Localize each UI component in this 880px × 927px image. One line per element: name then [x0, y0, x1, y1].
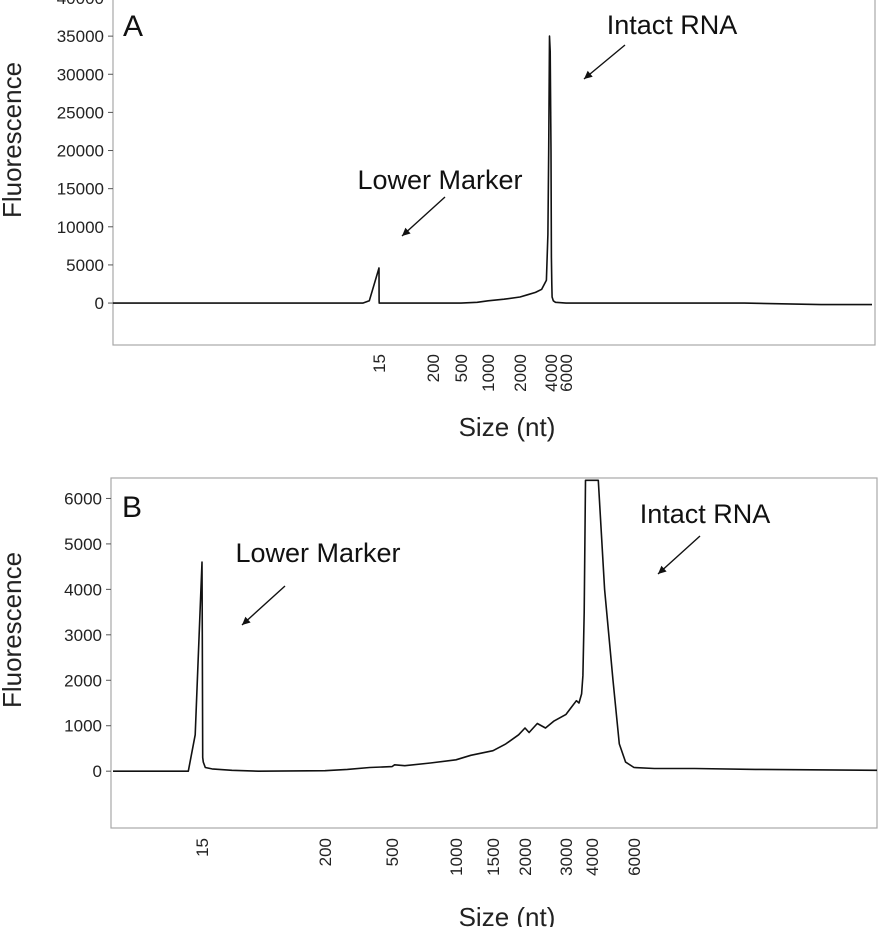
intact-rna-label: Intact RNA — [607, 10, 738, 40]
x-axis-title: Size (nt) — [459, 412, 556, 442]
x-tick-label: 6000 — [557, 354, 576, 392]
y-axis-title: Fluorescence — [0, 62, 27, 218]
x-tick-label: 1000 — [479, 354, 498, 392]
annotation-arrow-head — [658, 565, 667, 574]
y-tick-label: 0 — [93, 762, 102, 781]
x-axis-title: Size (nt) — [459, 902, 556, 927]
annotation-arrow-head — [584, 70, 593, 79]
y-tick-label: 3000 — [64, 626, 102, 645]
x-tick-label: 200 — [424, 354, 443, 382]
x-tick-label: 1000 — [447, 838, 466, 876]
lower-marker-label: Lower Marker — [235, 538, 400, 568]
y-tick-label: 15000 — [57, 180, 104, 199]
y-tick-label: 5000 — [66, 256, 104, 275]
x-tick-label: 6000 — [625, 838, 644, 876]
y-tick-label: 20000 — [57, 142, 104, 161]
annotation-arrow-head — [242, 616, 251, 625]
y-tick-label: 30000 — [57, 65, 104, 84]
y-tick-label: 0 — [95, 294, 104, 313]
panel-letter: A — [123, 10, 143, 43]
x-tick-label: 2000 — [511, 354, 530, 392]
fluorescence-trace — [113, 479, 877, 772]
intact-rna-label: Intact RNA — [640, 499, 771, 529]
y-tick-label: 35000 — [57, 27, 104, 46]
y-tick-label: 4000 — [64, 580, 102, 599]
x-tick-label: 4000 — [583, 838, 602, 876]
x-tick-label: 1500 — [484, 838, 503, 876]
plot-frame — [112, 0, 876, 346]
x-tick-label: 15 — [193, 838, 212, 857]
y-tick-label: 5000 — [64, 535, 102, 554]
annotation-arrow-line — [241, 585, 286, 626]
x-tick-label: 15 — [370, 354, 389, 373]
x-tick-label: 4000 — [542, 354, 561, 392]
y-tick-label: 1000 — [64, 717, 102, 736]
x-tick-label: 500 — [452, 354, 471, 382]
y-axis-title: Fluorescence — [0, 552, 27, 708]
plot-frame — [110, 477, 878, 829]
x-tick-label: 200 — [316, 838, 335, 866]
annotation-arrow-line — [657, 535, 701, 575]
y-tick-label: 25000 — [57, 103, 104, 122]
annotation-arrow-line — [583, 44, 626, 80]
fluorescence-trace — [113, 35, 872, 306]
y-tick-label: 2000 — [64, 671, 102, 690]
y-tick-label: 6000 — [64, 489, 102, 508]
panel-a: 0 5000 10000 15000 20000 25000 30000 35000 40000… — [0, 0, 876, 442]
panel-b: 0 1000 2000 3000 4000 5000 6000 15 200 500 1000 150… — [0, 477, 878, 927]
lower-marker-label: Lower Marker — [357, 165, 522, 195]
panel-letter: B — [122, 491, 142, 524]
x-tick-label: 2000 — [516, 838, 535, 876]
y-tick-label: 40000 — [57, 0, 104, 8]
annotation-arrow-head — [402, 227, 411, 236]
annotation-arrow-line — [401, 196, 446, 237]
x-tick-label: 500 — [383, 838, 402, 866]
x-tick-label: 3000 — [557, 838, 576, 876]
y-tick-label: 10000 — [57, 218, 104, 237]
